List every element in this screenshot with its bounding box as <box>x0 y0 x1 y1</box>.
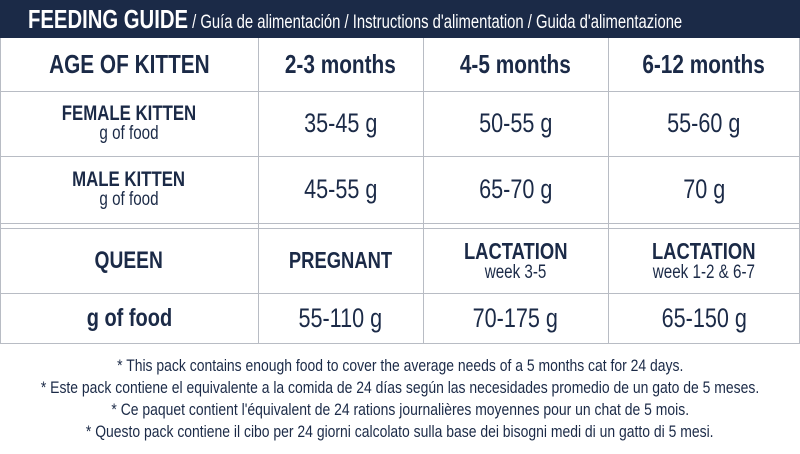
cell-value: 55-110 g <box>298 302 383 333</box>
column-header: 4-5 months <box>423 38 608 91</box>
column-header: 6-12 months <box>608 38 800 91</box>
column-header: LACTATION week 1-2 & 6-7 <box>608 228 800 293</box>
column-label: LACTATION <box>463 237 568 264</box>
column-sublabel: week 1-2 & 6-7 <box>652 261 756 283</box>
row-label: FEMALE KITTEN <box>61 102 197 125</box>
divider <box>608 38 609 344</box>
header-bar: FEEDING GUIDE / Guía de alimentación / I… <box>0 0 800 38</box>
cell-value: 70-175 g <box>472 302 559 333</box>
cell-value: 55-60 g <box>667 108 741 138</box>
divider <box>0 223 800 224</box>
cell-value: 35-45 g <box>303 108 378 138</box>
column-label: 6-12 months <box>642 49 766 79</box>
footnote: * Este pack contiene el equivalente a la… <box>40 378 760 397</box>
row-label-female: FEMALE KITTEN g of food <box>0 91 258 156</box>
queen-label: QUEEN <box>94 246 164 274</box>
divider <box>0 91 800 92</box>
column-header: 2-3 months <box>258 38 423 91</box>
divider <box>423 38 424 344</box>
footnote: * Ce paquet contient l'équivalent de 24 … <box>111 400 689 419</box>
cell-value: 65-150 g <box>661 302 747 333</box>
cell-value: 50-55 g <box>478 108 553 138</box>
cell-value: 65-70 g <box>478 174 553 204</box>
column-label: LACTATION <box>652 237 756 264</box>
row-label-male: MALE KITTEN g of food <box>0 156 258 223</box>
table-cell: 65-70 g <box>423 156 608 223</box>
column-header: LACTATION week 3-5 <box>423 228 608 293</box>
table-cell: 55-60 g <box>608 91 800 156</box>
divider <box>0 156 800 157</box>
border-left <box>0 38 1 344</box>
table-cell: 55-110 g <box>258 293 423 343</box>
row-label: MALE KITTEN <box>72 168 186 191</box>
queen-header-cell: QUEEN <box>0 228 258 293</box>
footnote: * Questo pack contiene il cibo per 24 gi… <box>86 422 714 441</box>
column-sublabel: week 3-5 <box>484 261 547 283</box>
divider <box>0 228 800 229</box>
table-cell: 70 g <box>608 156 800 223</box>
column-label: 4-5 months <box>460 49 571 79</box>
column-header: PREGNANT <box>258 228 423 293</box>
row-sublabel: g of food <box>99 123 159 144</box>
age-header-cell: AGE OF KITTEN <box>0 38 258 91</box>
divider <box>258 38 259 344</box>
age-header-label: AGE OF KITTEN <box>48 49 210 79</box>
column-label: 2-3 months <box>285 49 396 79</box>
divider <box>0 293 800 294</box>
table-cell: 70-175 g <box>423 293 608 343</box>
queen-row-label: g of food <box>0 293 258 343</box>
subtitle: / Guía de alimentación / Instructions d'… <box>188 12 683 33</box>
table-cell: 35-45 g <box>258 91 423 156</box>
column-label: PREGNANT <box>288 247 393 273</box>
table-cell: 50-55 g <box>423 91 608 156</box>
divider <box>0 343 800 344</box>
cell-value: 70 g <box>682 174 726 204</box>
footnote: * This pack contains enough food to cove… <box>116 356 684 375</box>
title: FEEDING GUIDE <box>28 4 189 34</box>
row-sublabel: g of food <box>99 189 159 210</box>
footnotes: * This pack contains enough food to cove… <box>0 344 800 454</box>
table-cell: 45-55 g <box>258 156 423 223</box>
cell-value: 45-55 g <box>303 174 378 204</box>
table-cell: 65-150 g <box>608 293 800 343</box>
row-label: g of food <box>86 303 172 332</box>
